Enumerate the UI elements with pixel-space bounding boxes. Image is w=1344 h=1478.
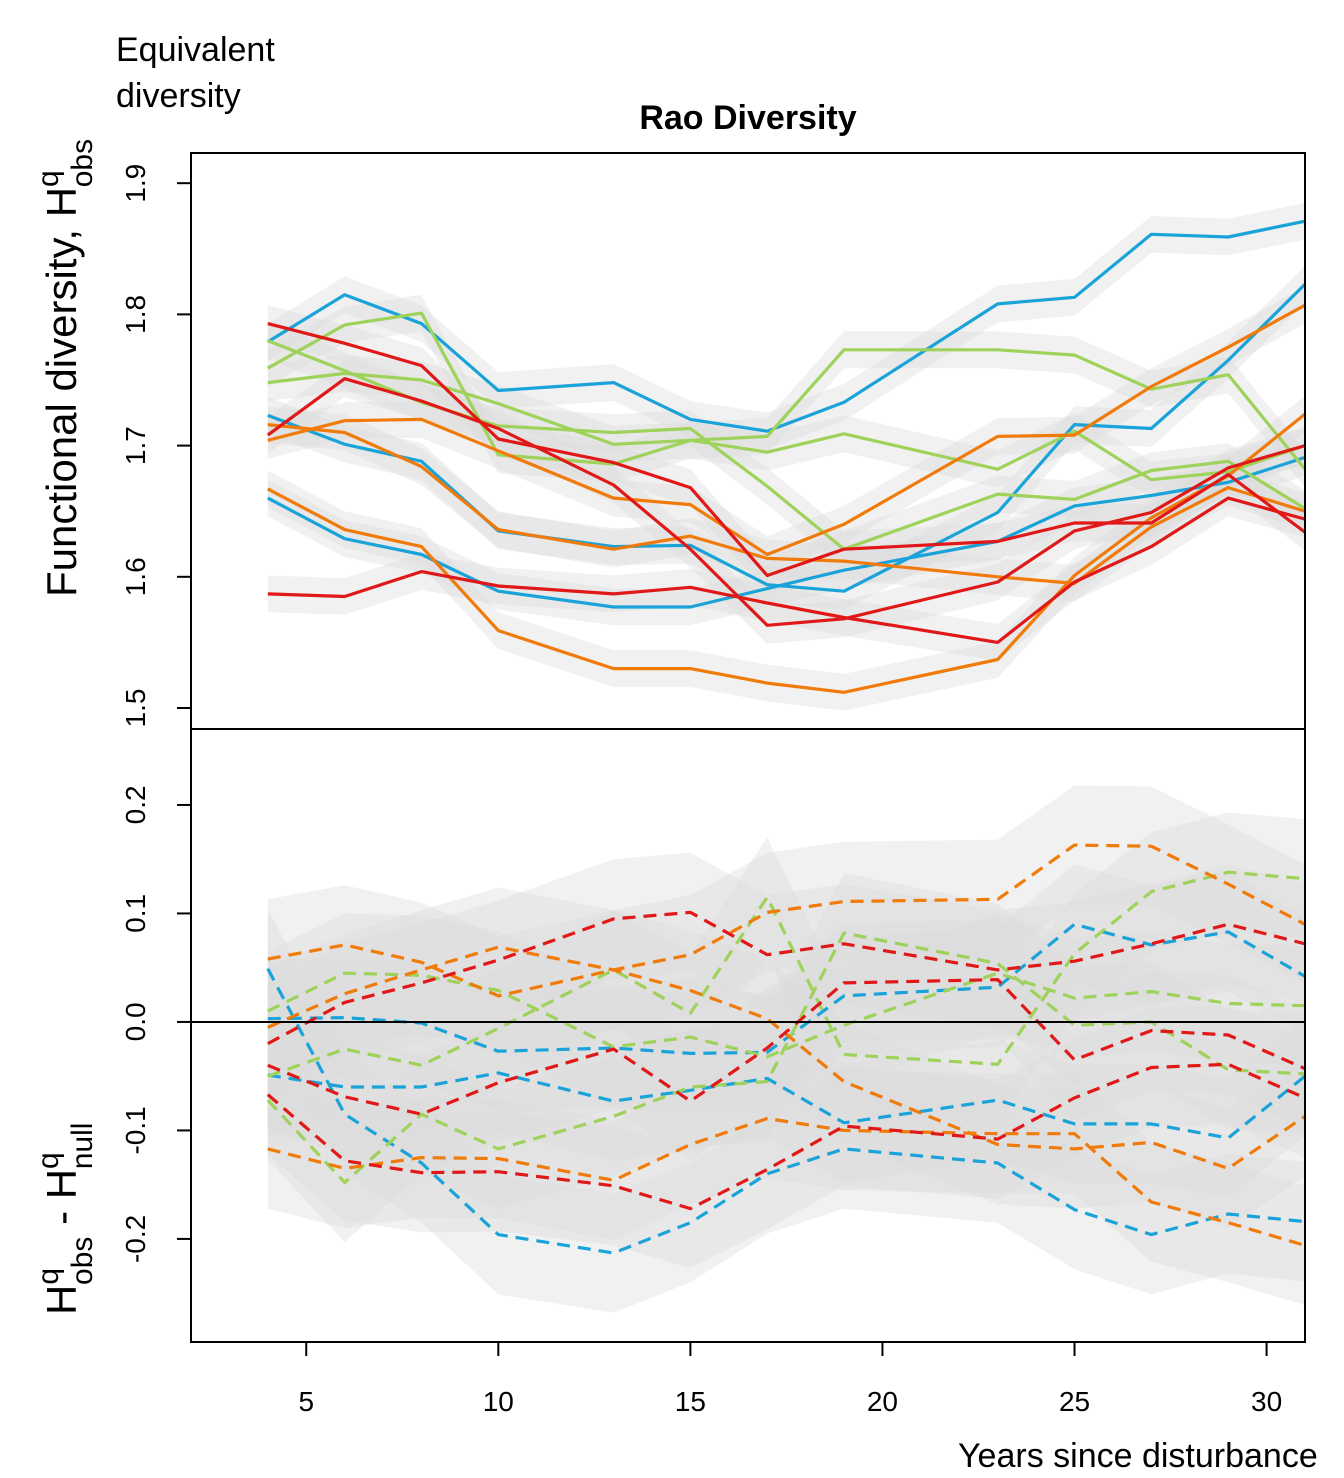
- bottom-band-6: [267, 785, 1305, 1056]
- bottom-series-line-2: [267, 922, 1305, 1056]
- bottom-series-line-8: [267, 1116, 1305, 1247]
- top-series-line-3: [267, 311, 1305, 471]
- bottom-series-line-3: [267, 971, 1305, 1059]
- bottom-series-line-9: [267, 910, 1305, 1046]
- top-y-tick-label-1: 1.6: [120, 557, 151, 596]
- x-axis-label: Years since disturbance: [958, 1437, 1318, 1475]
- x-tick-label-1: 10: [483, 1386, 514, 1417]
- bottom-y-tick-label-0: -0.2: [120, 1215, 151, 1263]
- top-band-5: [267, 355, 1305, 499]
- top-y-tick-label-0: 1.5: [120, 689, 151, 728]
- bottom-y-axis-label: Hqobs - Hqnull: [32, 1123, 99, 1315]
- top-band-9: [267, 305, 1305, 594]
- top-series-line-2: [267, 455, 1305, 609]
- bottom-band-0: [267, 909, 1305, 1313]
- bottom-band-5: [267, 812, 1305, 1136]
- bottom-band-8: [267, 1058, 1305, 1306]
- top-band-10: [267, 360, 1305, 644]
- top-band-1: [267, 265, 1305, 610]
- series-lines: [266, 219, 1305, 1255]
- top-y-axis-label-sup: q: [32, 170, 65, 187]
- uncertainty-bands: [267, 202, 1305, 1313]
- bottom-series-line-1: [267, 1071, 1305, 1140]
- bottom-y-axis-label-h1: H: [38, 1285, 85, 1315]
- bottom-series-line-10: [266, 1062, 1305, 1211]
- corner-label-line-2: diversity: [116, 77, 241, 115]
- top-band-4: [267, 322, 1305, 568]
- bottom-y-axis-label-sub2: null: [66, 1123, 99, 1170]
- bottom-band-4: [267, 873, 1305, 1243]
- top-y-tick-label-2: 1.7: [120, 426, 151, 465]
- top-y-axis-label-main: Functional diversity, H: [38, 187, 85, 597]
- top-band-3: [267, 294, 1305, 488]
- bottom-band-9: [267, 852, 1305, 1104]
- bottom-y-axis-label-sup2: q: [32, 1152, 65, 1169]
- bottom-series-line-6: [267, 843, 1305, 998]
- axes: 1.5 1.6 1.7 1.8 1.9 -0.2 -0.1 0.0 0.1 0.2 5 10 15 20 2…: [120, 152, 1306, 1417]
- bottom-band-10: [267, 1004, 1305, 1269]
- top-band-11: [267, 479, 1305, 661]
- top-series-line-10: [266, 377, 1305, 627]
- bottom-band-7: [267, 887, 1305, 1229]
- bottom-y-tick-label-1: -0.1: [120, 1106, 151, 1154]
- top-band-2: [267, 439, 1305, 626]
- top-series-line-9: [267, 322, 1305, 578]
- top-series-line-0: [266, 219, 1305, 433]
- bottom-y-tick-label-4: 0.2: [120, 785, 151, 824]
- top-series-line-7: [267, 423, 1305, 586]
- top-y-axis-label: Functional diversity, Hqobs: [32, 139, 99, 597]
- top-series-line-6: [267, 303, 1305, 557]
- bottom-y-tick-label-3: 0.1: [120, 894, 151, 933]
- x-tick-label-4: 25: [1059, 1386, 1090, 1417]
- top-y-tick-label-3: 1.8: [120, 295, 151, 334]
- x-tick-label-3: 20: [867, 1386, 898, 1417]
- bottom-y-axis-label-sub1: obs: [66, 1237, 99, 1285]
- bottom-band-3: [267, 913, 1305, 1117]
- bottom-y-tick-label-2: 0.0: [120, 1002, 151, 1041]
- x-tick-label-0: 5: [298, 1386, 314, 1417]
- top-band-6: [267, 286, 1305, 573]
- bottom-y-axis-label-sup1: q: [32, 1268, 65, 1285]
- top-band-7: [267, 406, 1305, 602]
- corner-label-line-1: Equivalent: [116, 31, 275, 69]
- top-series-line-8: [267, 412, 1305, 694]
- chart-title: Rao Diversity: [639, 99, 856, 137]
- top-series-line-1: [267, 283, 1305, 593]
- bottom-panel-frame: [190, 728, 1306, 1343]
- bottom-series-line-0: [266, 968, 1305, 1255]
- bottom-series-line-5: [267, 870, 1305, 1078]
- top-series-line-11: [267, 496, 1305, 645]
- x-tick-label-2: 15: [675, 1386, 706, 1417]
- top-y-axis-label-sub: obs: [66, 139, 99, 187]
- top-series-line-5: [267, 371, 1305, 482]
- bottom-series-line-11: [267, 977, 1305, 1116]
- top-band-8: [267, 395, 1305, 711]
- x-tick-label-5: 30: [1251, 1386, 1282, 1417]
- top-y-tick-label-4: 1.9: [120, 164, 151, 203]
- bottom-band-1: [267, 1013, 1305, 1198]
- bottom-y-axis-label-mid: - H: [38, 1169, 85, 1237]
